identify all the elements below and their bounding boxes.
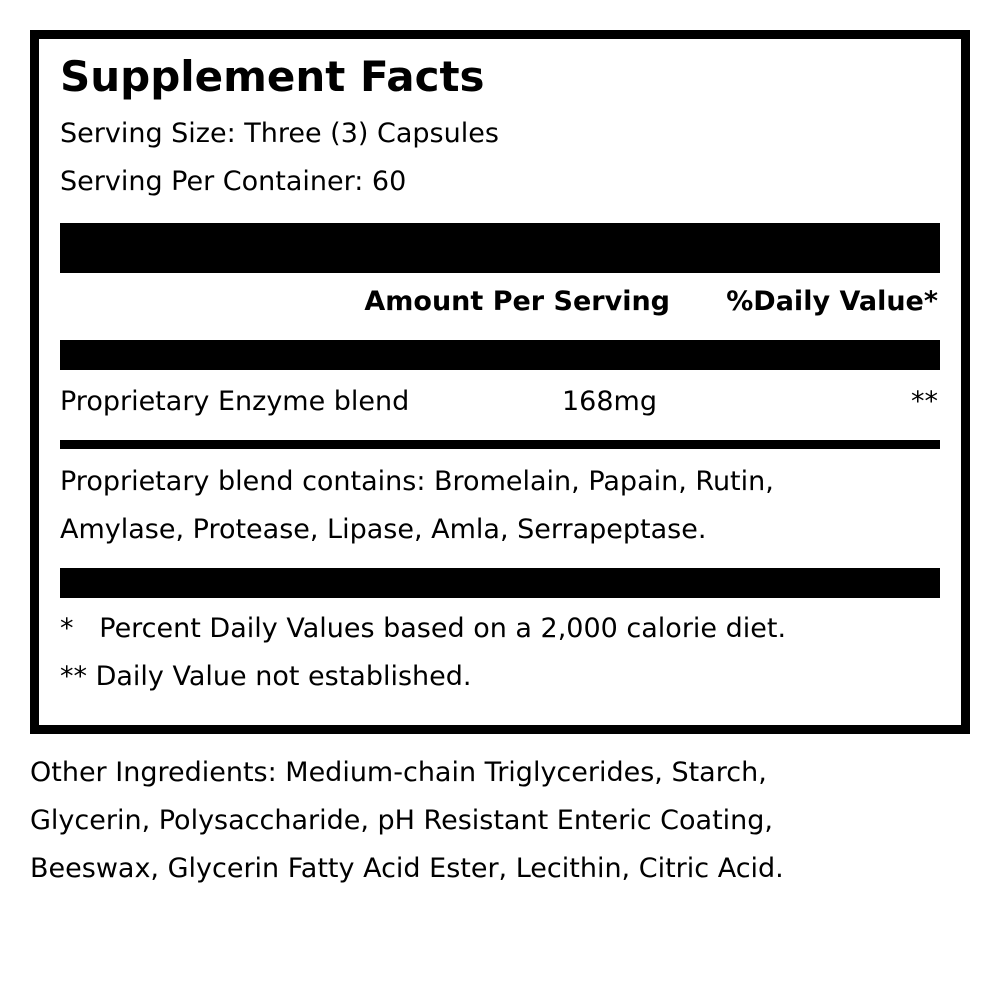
footnote-2: ** Daily Value not established. [60,661,472,692]
blend-line-1: Proprietary blend contains: Bromelain, P… [60,466,774,497]
serving-size: Serving Size: Three (3) Capsules [60,118,499,149]
divider-medium [60,340,940,370]
ingredient-dv: ** [911,386,938,417]
ingredient-amount: 168mg [562,386,657,417]
divider-thin [60,440,940,449]
amount-header: Amount Per Serving [364,286,670,317]
supplement-facts-panel [30,30,970,734]
servings-per-container: Serving Per Container: 60 [60,166,407,197]
other-ingredients-line-1: Other Ingredients: Medium-chain Triglyce… [30,757,767,788]
blend-line-2: Amylase, Protease, Lipase, Amla, Serrape… [60,514,707,545]
ingredient-name: Proprietary Enzyme blend [60,386,410,417]
other-ingredients-line-3: Beeswax, Glycerin Fatty Acid Ester, Leci… [30,853,784,884]
daily-value-header: %Daily Value* [726,286,938,317]
other-ingredients-line-2: Glycerin, Polysaccharide, pH Resistant E… [30,805,774,836]
divider-thick [60,223,940,273]
footnote-1: * Percent Daily Values based on a 2,000 … [60,613,787,644]
panel-title: Supplement Facts [60,52,485,101]
divider-medium-2 [60,568,940,598]
